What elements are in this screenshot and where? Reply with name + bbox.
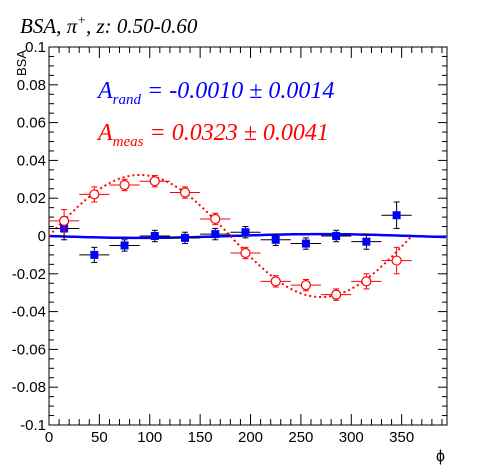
x-tick-label: 200 <box>238 429 263 446</box>
y-axis-label: BSA <box>14 50 29 76</box>
y-tick-label: 0.02 <box>17 190 46 207</box>
data-point-rand <box>211 230 220 239</box>
x-tick-label: 150 <box>188 429 213 446</box>
y-tick-label: 0.04 <box>17 152 46 169</box>
annotation-rand-subscript: rand <box>113 92 142 108</box>
data-point-rand <box>150 232 159 240</box>
annotation-rand-value: = -0.0010 ± 0.0014 <box>141 78 334 104</box>
data-point-rand <box>241 228 250 237</box>
data-point-meas <box>59 215 70 226</box>
y-tick-label: 0.06 <box>17 115 46 132</box>
x-tick-label: 250 <box>288 429 313 446</box>
x-tick-label: 350 <box>389 429 414 446</box>
data-point-rand <box>120 241 129 250</box>
data-point-meas <box>240 247 251 259</box>
y-tick-label: 0.1 <box>25 39 46 56</box>
annotation-rand-symbol: A <box>96 78 113 104</box>
data-points <box>49 175 412 301</box>
axes: -0.1 -0.08 -0.06 -0.04 -0.02 0 0.02 0.04 0.06 0.0… <box>12 39 447 446</box>
data-point-meas <box>300 280 312 291</box>
y-tick-label: -0.06 <box>12 341 46 358</box>
y-tick-label: 0 <box>38 228 46 245</box>
annotation-meas-subscript: meas <box>113 134 144 150</box>
data-point-meas <box>391 255 402 266</box>
fit-curve-meas <box>48 174 413 298</box>
data-point-meas <box>210 213 221 225</box>
chart-title-prefix: BSA, π <box>20 14 78 38</box>
y-tick-label: -0.08 <box>12 379 46 396</box>
data-point-meas <box>89 189 100 200</box>
data-point-rand <box>90 250 99 259</box>
annotation-meas-symbol: A <box>96 120 113 146</box>
chart-title: BSA, π+, z: 0.50-0.60 <box>20 12 198 38</box>
annotation-meas: Ameas = 0.0323 ± 0.0041 <box>96 120 329 150</box>
x-tick-label: 300 <box>339 429 364 446</box>
data-point-rand <box>362 237 371 246</box>
x-tick-label: 100 <box>137 429 162 446</box>
annotation-meas-value: = 0.0323 ± 0.0041 <box>144 120 329 146</box>
data-point-rand <box>332 232 341 240</box>
data-point-rand <box>181 233 190 242</box>
data-point-meas <box>149 176 160 187</box>
data-point-rand <box>392 211 401 220</box>
data-point-rand <box>271 235 280 244</box>
data-point-meas <box>179 187 191 198</box>
annotation-rand: Arand = -0.0010 ± 0.0014 <box>96 78 334 108</box>
y-tick-label: 0.08 <box>17 77 46 94</box>
data-point-rand <box>301 239 310 248</box>
chart-title-superscript: + <box>77 12 86 27</box>
x-tick-label: 0 <box>45 429 53 446</box>
data-point-meas <box>270 276 281 287</box>
data-point-meas <box>361 276 372 287</box>
chart-title-suffix: , z: 0.50-0.60 <box>86 14 198 38</box>
y-tick-label: -0.02 <box>12 266 46 283</box>
x-axis-label: ϕ <box>436 448 445 465</box>
data-point-meas <box>331 289 342 300</box>
x-tick-label: 50 <box>91 429 108 446</box>
y-tick-label: -0.1 <box>20 417 46 434</box>
y-tick-label: -0.04 <box>12 304 46 321</box>
data-point-meas <box>119 179 130 191</box>
